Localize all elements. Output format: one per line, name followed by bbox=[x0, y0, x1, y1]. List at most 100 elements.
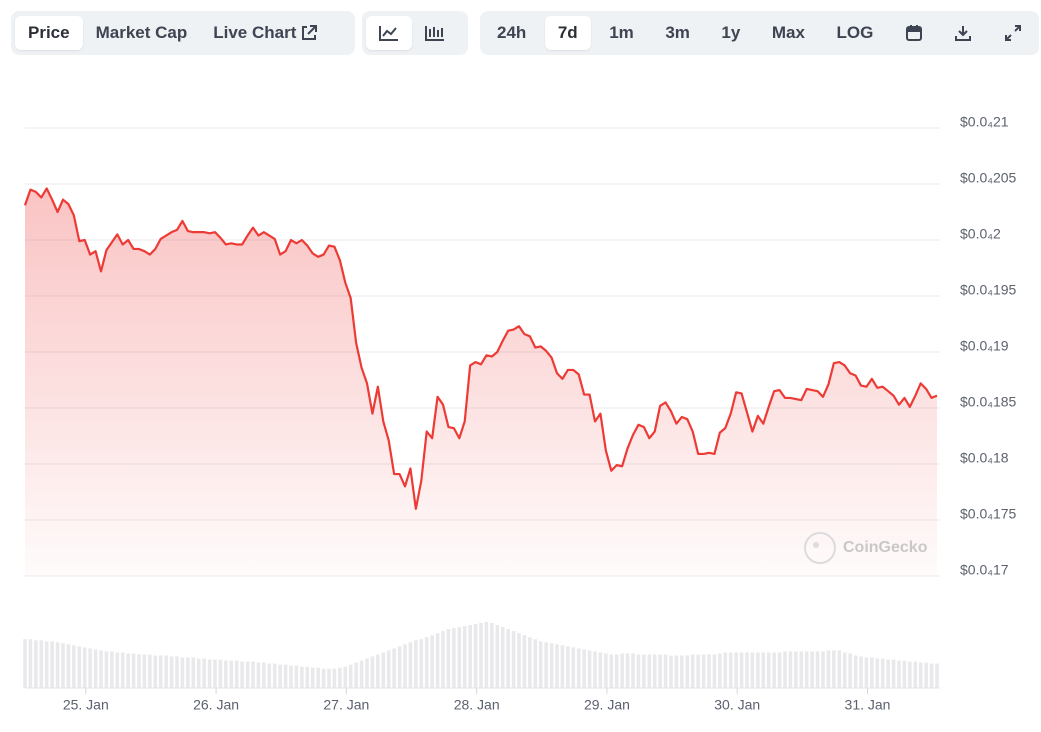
volume-bar bbox=[652, 654, 657, 688]
volume-bar bbox=[28, 639, 33, 688]
log-button[interactable]: LOG bbox=[836, 23, 874, 42]
range-button[interactable]: 7d bbox=[544, 16, 591, 50]
volume-bar bbox=[55, 642, 60, 688]
volume-bar bbox=[859, 656, 863, 688]
volume-bar bbox=[267, 663, 272, 688]
volume-bar bbox=[164, 655, 168, 688]
volume-bar bbox=[245, 661, 250, 688]
volume-bar bbox=[853, 655, 858, 688]
range-button[interactable]: 24h bbox=[497, 23, 527, 42]
volume-bar bbox=[262, 662, 266, 688]
volume-bar bbox=[908, 661, 912, 688]
volume-bar bbox=[500, 627, 505, 688]
volume-bar bbox=[832, 650, 836, 688]
candle-chart-button[interactable] bbox=[412, 16, 458, 50]
x-tick-label: 28. Jan bbox=[454, 697, 500, 713]
volume-bar bbox=[538, 641, 543, 688]
volume-bar bbox=[430, 635, 434, 688]
volume-bar bbox=[408, 642, 413, 688]
volume-bar bbox=[560, 645, 565, 688]
volume-bar bbox=[701, 654, 706, 688]
volume-bar bbox=[875, 658, 880, 688]
y-tick-label: $0.0₄19 bbox=[960, 338, 1009, 354]
volume-bar bbox=[381, 652, 386, 688]
watermark-logo-eye bbox=[813, 542, 819, 548]
volume-bar bbox=[669, 655, 673, 688]
volume-bar bbox=[804, 651, 809, 688]
y-tick-label: $0.0₄21 bbox=[960, 114, 1009, 130]
download-button[interactable] bbox=[941, 16, 985, 50]
tab-button[interactable]: Price bbox=[15, 16, 83, 50]
volume-bar bbox=[788, 651, 793, 688]
volume-bar bbox=[310, 667, 315, 688]
volume-bar bbox=[148, 654, 152, 688]
y-tick-label: $0.0₄175 bbox=[960, 506, 1017, 522]
volume-bar bbox=[598, 652, 603, 688]
volume-bar bbox=[88, 648, 92, 688]
line-chart-button[interactable] bbox=[366, 16, 412, 50]
volume-bar bbox=[169, 656, 174, 688]
volume-bar bbox=[913, 661, 918, 688]
volume-bar bbox=[414, 640, 418, 688]
volume-bar bbox=[587, 650, 592, 688]
volume-bar bbox=[61, 643, 65, 688]
volume-bar bbox=[544, 642, 548, 688]
volume-bar bbox=[880, 658, 885, 688]
y-tick-label: $0.0₄195 bbox=[960, 282, 1017, 298]
range-button[interactable]: 3m bbox=[665, 23, 690, 42]
range-button[interactable]: Max bbox=[771, 23, 805, 42]
volume-bar bbox=[864, 657, 869, 688]
volume-bar bbox=[207, 659, 212, 688]
volume-bar bbox=[718, 653, 722, 688]
volume-bar bbox=[484, 622, 489, 688]
volume-bar bbox=[750, 652, 755, 688]
volume-bar bbox=[115, 652, 120, 688]
volume-bar bbox=[772, 652, 776, 688]
volume-bar bbox=[766, 652, 771, 688]
tab-button[interactable]: Live Chart bbox=[200, 16, 331, 50]
calendar-button[interactable] bbox=[892, 16, 936, 50]
volume-bar bbox=[126, 653, 130, 688]
volume-bar bbox=[848, 653, 852, 688]
volume-bar bbox=[278, 664, 282, 688]
range-button[interactable]: 1m bbox=[609, 23, 634, 42]
volume-bar bbox=[256, 662, 261, 688]
volume-bar bbox=[761, 652, 766, 688]
volume-bar bbox=[886, 659, 890, 688]
volume-bar bbox=[929, 663, 934, 688]
watermark: CoinGecko bbox=[804, 532, 928, 564]
volume-bar bbox=[234, 660, 239, 688]
volume-bar bbox=[734, 652, 738, 688]
tab-label: Live Chart bbox=[213, 23, 297, 42]
fullscreen-button[interactable] bbox=[991, 16, 1035, 50]
x-tick-label: 29. Jan bbox=[584, 697, 630, 713]
volume-bar bbox=[452, 628, 456, 688]
volume-bar bbox=[663, 654, 668, 688]
volume-bar bbox=[815, 651, 820, 688]
range-button[interactable]: 1y bbox=[721, 23, 741, 42]
volume-bar bbox=[289, 665, 293, 688]
volume-bar bbox=[625, 653, 630, 688]
volume-bar bbox=[213, 659, 217, 688]
volume-bar bbox=[566, 646, 570, 688]
volume-bar bbox=[571, 647, 576, 688]
volume-bar bbox=[191, 657, 196, 688]
volume-bar bbox=[316, 667, 320, 688]
volume-bar bbox=[251, 661, 255, 688]
volume-bar bbox=[300, 666, 304, 688]
volume-bar bbox=[104, 651, 109, 688]
tab-button[interactable]: Market Cap bbox=[95, 23, 188, 42]
volume-bar bbox=[685, 655, 690, 688]
volume-bar bbox=[457, 627, 462, 688]
volume-bar bbox=[631, 653, 635, 688]
volume-bar bbox=[533, 639, 538, 688]
x-tick-label: 30. Jan bbox=[714, 697, 760, 713]
volume-bar bbox=[609, 654, 614, 688]
volume-bar bbox=[72, 645, 76, 688]
volume-bar bbox=[305, 666, 310, 688]
y-tick-label: $0.0₄185 bbox=[960, 394, 1017, 410]
volume-bar bbox=[924, 662, 928, 688]
volume-bar bbox=[283, 664, 288, 688]
volume-bar bbox=[870, 657, 874, 688]
